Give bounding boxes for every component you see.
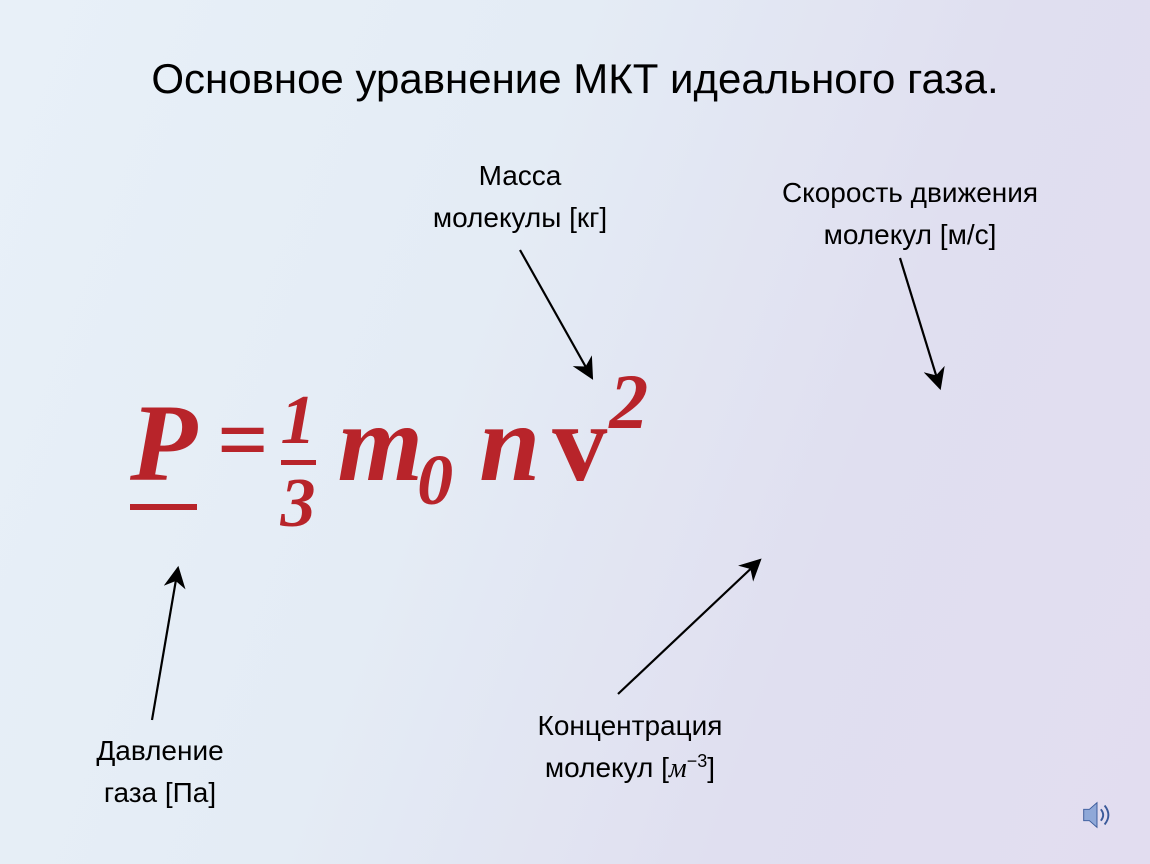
label-mass-line1: Масса [479, 160, 562, 191]
label-concentration-exp: −3 [687, 751, 708, 771]
equation-fraction: 1 3 [281, 386, 316, 539]
label-velocity-line2: молекул [м/с] [824, 219, 997, 250]
sound-icon[interactable] [1078, 796, 1116, 834]
equation-sup2: 2 [609, 358, 648, 445]
label-concentration-post: ] [707, 752, 715, 783]
arrow-concentration-to-n [618, 560, 760, 694]
equation-fraction-den: 3 [281, 465, 316, 539]
label-velocity: Скорость движения молекул [м/с] [760, 172, 1060, 256]
arrow-pressure-to-p [152, 568, 178, 720]
label-concentration-line1: Концентрация [538, 710, 723, 741]
equation-pressure: P [130, 382, 197, 510]
equation-concentration: n [479, 382, 540, 504]
label-concentration: Концентрация молекул [м−3] [490, 705, 770, 790]
label-velocity-line1: Скорость движения [782, 177, 1038, 208]
slide-title: Основное уравнение МКТ идеального газа. [0, 55, 1150, 103]
equation-fraction-num: 1 [281, 386, 316, 465]
label-pressure-line1: Давление [96, 735, 223, 766]
arrow-mass-to-m [520, 250, 592, 378]
label-pressure-line2: газа [Па] [104, 777, 216, 808]
slide: Основное уравнение МКТ идеального газа. … [0, 0, 1150, 864]
label-concentration-unit: м [669, 753, 687, 784]
arrow-velocity-to-v [900, 258, 940, 388]
equation-sub0: 0 [417, 440, 453, 520]
label-pressure: Давление газа [Па] [60, 730, 260, 814]
equation-equals: = [201, 391, 276, 490]
equation: P = 1 3 m0 n v2 [130, 380, 648, 553]
equation-mass: m [338, 382, 424, 504]
equation-velocity: v [552, 382, 607, 504]
label-mass: Масса молекулы [кг] [400, 155, 640, 239]
label-concentration-pre: молекул [ [545, 752, 669, 783]
label-mass-line2: молекулы [кг] [433, 202, 607, 233]
